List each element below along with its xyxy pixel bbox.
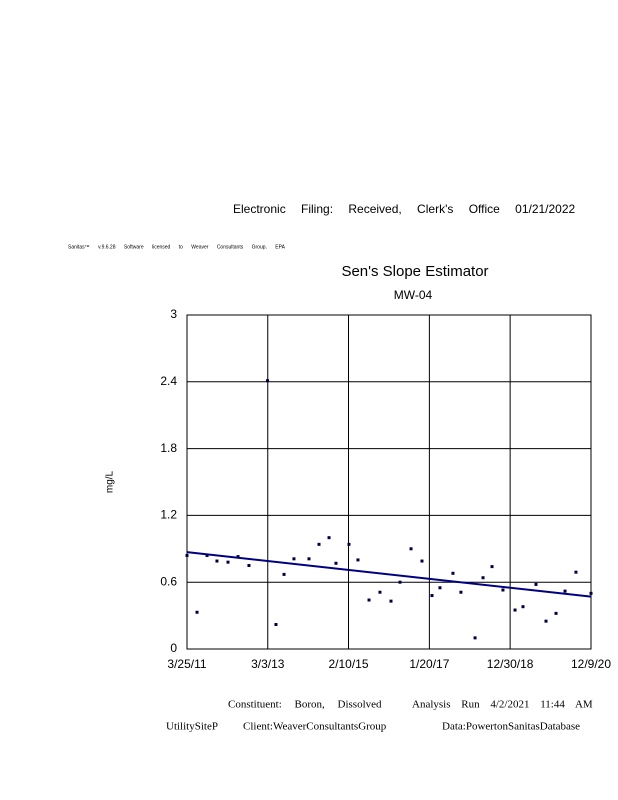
data-point xyxy=(420,559,424,563)
data-point xyxy=(185,553,189,557)
data-point xyxy=(459,590,463,594)
data-point xyxy=(513,608,517,612)
chart-subtitle: MW-04 xyxy=(394,288,433,302)
x-tick-label: 3/25/11 xyxy=(167,657,206,671)
data-point xyxy=(473,636,477,640)
data-point xyxy=(398,580,402,584)
x-tick-label: 1/20/17 xyxy=(409,657,449,671)
data-point xyxy=(378,590,382,594)
footer-constituent: Constituent: Boron, Dissolved xyxy=(228,699,382,711)
chart-title: Sen's Slope Estimator xyxy=(341,263,488,280)
data-point xyxy=(490,565,494,569)
license-note: Sanitas™ v.9.6.28 Software licensed to W… xyxy=(68,244,286,250)
data-point xyxy=(554,611,558,615)
x-tick-label: 12/9/20 xyxy=(571,657,611,671)
trend-line xyxy=(186,551,592,598)
data-point xyxy=(266,379,270,383)
data-point xyxy=(247,564,251,567)
footer-client: Client:WeaverConsultantsGroup xyxy=(243,721,387,733)
data-point xyxy=(534,582,538,586)
y-tick-label: 0.6 xyxy=(160,574,177,588)
data-point xyxy=(563,589,567,593)
filing-stamp: Electronic Filing: Received, Clerk's Off… xyxy=(233,202,576,216)
y-tick-label: 0 xyxy=(170,641,177,655)
data-point xyxy=(307,557,311,561)
data-point xyxy=(367,598,371,602)
data-point xyxy=(589,591,593,595)
y-tick-label: 1.8 xyxy=(160,441,177,455)
footer-database: Data:PowertonSanitasDatabase xyxy=(442,721,580,733)
data-point xyxy=(347,542,351,546)
footer-run: Analysis Run 4/2/2021 11:44 AM xyxy=(412,699,593,711)
footer-site: UtilitySiteP xyxy=(166,721,218,733)
data-point xyxy=(215,559,219,563)
data-point xyxy=(481,576,485,580)
data-point xyxy=(292,557,296,561)
x-tick-label: 2/10/15 xyxy=(328,657,368,671)
data-point xyxy=(236,555,240,559)
data-point xyxy=(544,619,548,623)
y-axis-label: mg/L xyxy=(105,470,116,493)
plot-border xyxy=(186,314,592,650)
data-point xyxy=(195,610,199,614)
data-point xyxy=(501,588,505,592)
data-point xyxy=(327,536,331,540)
data-point xyxy=(521,605,525,609)
data-point xyxy=(574,570,578,574)
data-point xyxy=(389,599,393,603)
data-point xyxy=(451,571,455,575)
data-point xyxy=(317,542,321,546)
data-point xyxy=(274,623,278,627)
data-point xyxy=(430,594,434,598)
data-point xyxy=(334,561,338,565)
data-point xyxy=(409,547,413,551)
data-point xyxy=(356,558,360,562)
y-tick-label: 2.4 xyxy=(160,374,177,388)
data-point xyxy=(226,560,230,564)
data-point xyxy=(205,553,209,557)
x-tick-label: 3/3/13 xyxy=(251,657,285,671)
y-tick-label: 3 xyxy=(170,307,177,321)
x-tick-label: 12/30/18 xyxy=(487,657,534,671)
y-tick-label: 1.2 xyxy=(160,508,177,522)
data-point xyxy=(282,572,286,576)
data-point xyxy=(438,586,442,590)
